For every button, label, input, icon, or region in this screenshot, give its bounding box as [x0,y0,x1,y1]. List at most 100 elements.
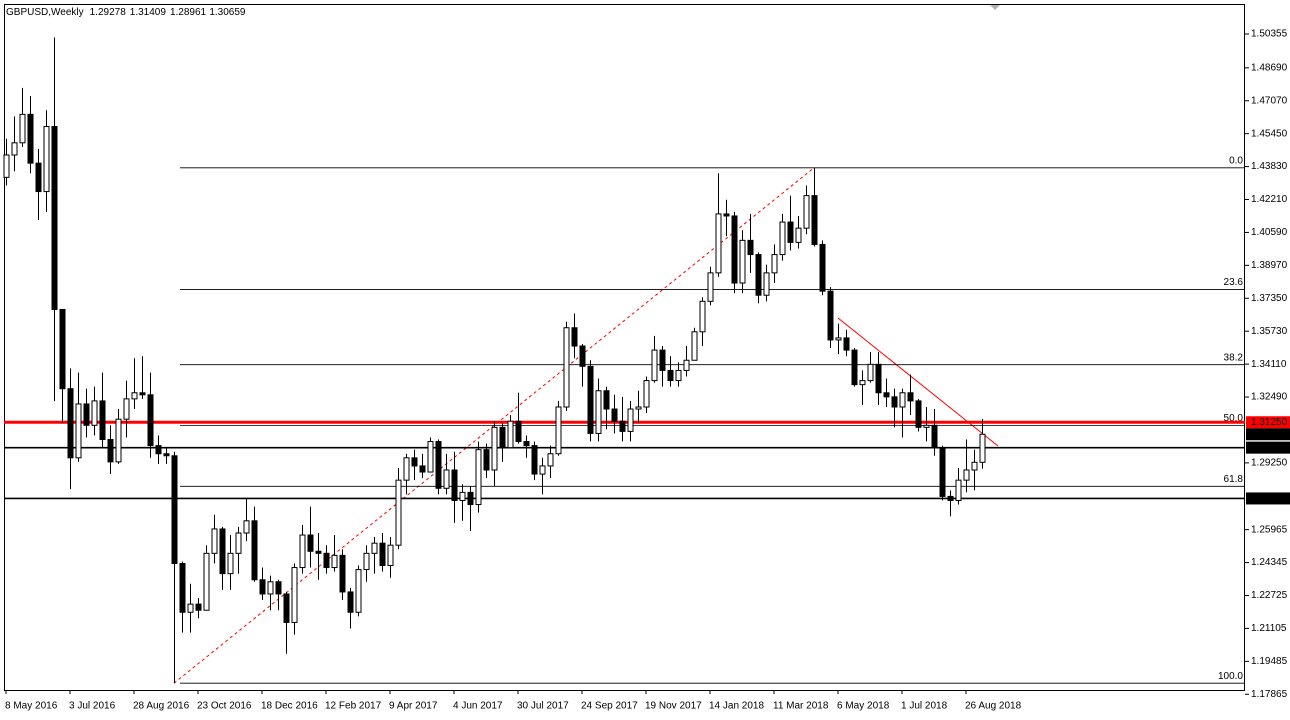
fib-label: 23.6 [1224,277,1244,288]
candle-body [179,562,186,613]
fib-label: 100.0 [1218,671,1243,682]
candle-body [835,337,842,341]
candle-body [979,433,986,463]
candle-body [947,495,954,501]
candle-body [107,439,114,463]
candle-body [155,445,162,455]
level-label-box [1246,441,1290,454]
trend-line [837,317,999,447]
plot-frame [4,4,1245,691]
candle-body [611,408,618,422]
x-tick-label: 1 Jul 2018 [901,701,948,712]
header-high: 1.31409 [130,7,167,18]
candle-body [699,300,706,333]
candle-body [683,359,690,371]
candle-body [307,534,314,552]
candle-body [763,272,770,296]
candle-body [955,479,962,501]
current-price-label-box [1246,428,1290,441]
candle-body [459,491,466,501]
y-tick-label: 1.22725 [1251,590,1288,601]
candle-body [163,453,170,457]
level-label: 1.30000 [1251,442,1288,453]
candle-body [67,388,74,459]
candle-body [51,126,58,310]
x-tick-label: 3 Jul 2016 [69,701,116,712]
candle-body [843,337,850,351]
x-tick-label: 14 Jan 2018 [709,701,764,712]
candle-body [499,426,506,449]
x-tick-label: 12 Feb 2017 [325,701,382,712]
candle-body [11,142,18,156]
candle-body [747,239,754,256]
header-close: 1.30659 [209,7,246,18]
candle-body [219,528,226,575]
candle-body [395,479,402,546]
candle-body [227,552,234,575]
candle-body [91,400,98,426]
candle-body [715,213,722,274]
x-tick-label: 8 May 2016 [5,701,58,712]
candle-body [299,534,306,569]
candle-body [355,569,362,613]
candle-body [795,227,802,243]
candle-body [875,363,882,394]
candle-body [667,369,674,382]
x-tick-label: 26 Aug 2018 [965,701,1022,712]
candle-body [483,449,490,471]
current-price-label: 1.30659 [1251,429,1288,440]
candle-body [267,581,274,595]
candle-body [771,254,778,274]
candle-body [363,552,370,571]
candle-body [235,532,242,554]
candle-body [259,579,266,595]
x-tick-label: 11 Mar 2018 [773,701,829,712]
candle-body [243,520,250,534]
y-tick-label: 1.43830 [1251,161,1288,172]
candle-body [203,552,210,611]
chart-header: GBPUSD,Weekly 1.29278 1.31409 1.28961 1.3065… [6,7,246,18]
y-tick-label: 1.38970 [1251,260,1288,271]
y-tick-label: 1.45450 [1251,128,1288,139]
y-tick-label: 1.32490 [1251,392,1288,403]
candle-body [507,420,514,449]
candle-body [99,400,106,441]
header-low: 1.28961 [170,7,207,18]
y-tick-label: 1.35730 [1251,326,1288,337]
candle-body [891,396,898,408]
candle-body [411,457,418,467]
candle-body [851,349,858,386]
candle-body [59,308,66,390]
candle-body [475,449,482,506]
chart-title: GBPUSD,Weekly [6,7,84,18]
x-tick-label: 4 Jun 2017 [453,701,503,712]
candle-body [3,154,10,178]
candle-body [371,542,378,554]
candle-body [403,457,410,481]
candle-body [523,441,530,447]
candle-body [435,441,442,489]
x-tick-label: 6 May 2018 [837,701,890,712]
candle-body [787,221,794,243]
candle-body [387,544,394,567]
y-tick-label: 1.34110 [1251,359,1287,370]
fib-label: 61.8 [1224,474,1244,485]
candle-body [291,567,298,623]
candle-body [867,363,874,382]
candle-body [123,398,130,420]
candle-body [547,453,554,467]
fib-label: 50.0 [1224,413,1244,424]
candle-body [539,465,546,475]
candle-body [811,195,818,245]
candle-body [883,392,890,398]
candle-body [915,400,922,428]
fib-label: 0.0 [1229,155,1243,166]
candle-body [347,591,354,613]
y-tick-label: 1.29250 [1251,458,1288,469]
level-label-box [1246,492,1290,505]
y-tick-label: 1.21105 [1251,623,1287,634]
candle-body [627,408,634,432]
candle-body [827,290,834,341]
